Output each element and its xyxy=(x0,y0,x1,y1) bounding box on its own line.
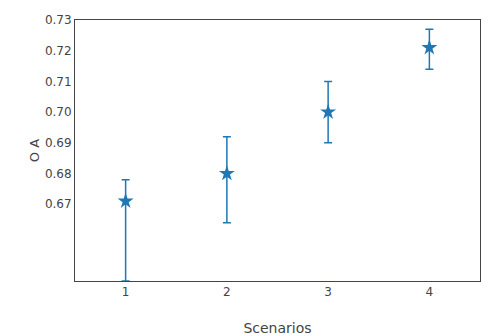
svg-text:0.72: 0.72 xyxy=(45,44,72,58)
svg-text:0.71: 0.71 xyxy=(45,75,72,89)
svg-text:0.70: 0.70 xyxy=(45,105,72,119)
svg-text:3: 3 xyxy=(324,285,332,299)
svg-text:2: 2 xyxy=(223,285,231,299)
svg-text:4: 4 xyxy=(426,285,434,299)
svg-text:0.69: 0.69 xyxy=(45,136,72,150)
svg-text:0.73: 0.73 xyxy=(45,13,72,27)
svg-text:1: 1 xyxy=(122,285,130,299)
svg-text:O A: O A xyxy=(27,139,42,162)
svg-text:0.68: 0.68 xyxy=(45,167,72,181)
svg-text:0.67: 0.67 xyxy=(45,197,72,211)
svg-text:Scenarios: Scenarios xyxy=(243,320,311,336)
